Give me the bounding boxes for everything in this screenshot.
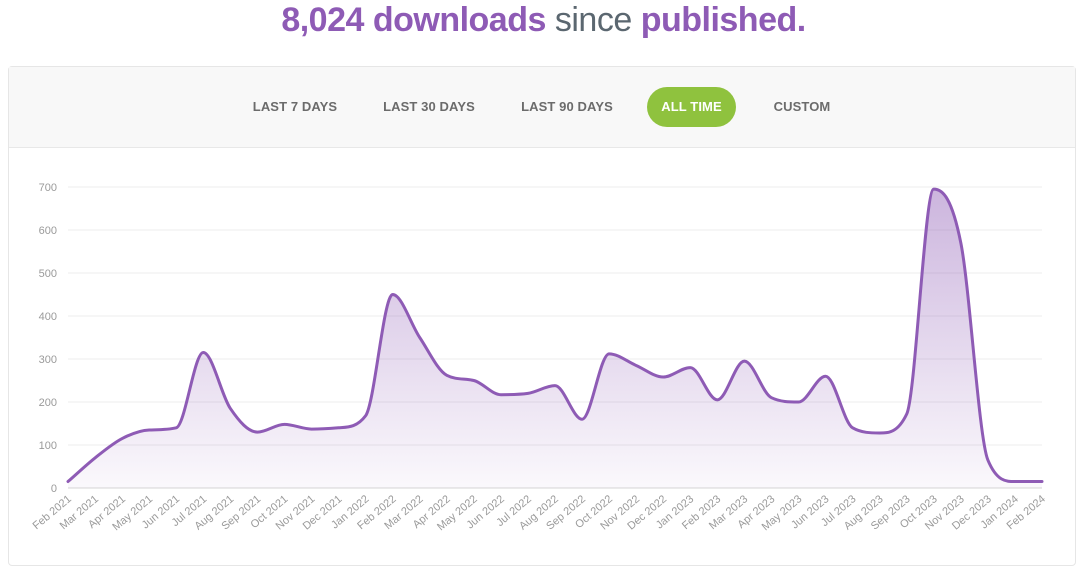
y-tick-label: 500 [39,268,57,280]
headline-since: since [554,1,632,39]
downloads-count: 8,024 downloads [281,1,546,39]
headline-published: published. [640,1,807,39]
range-custom-button[interactable]: CUSTOM [773,99,831,114]
downloads-line [66,187,1044,484]
y-tick-label: 100 [39,440,57,452]
range-all-time-button[interactable]: ALL TIME [647,87,736,127]
range-last-7-days-button[interactable]: LAST 7 DAYS [252,99,338,114]
range-last-90-days-button[interactable]: LAST 90 DAYS [521,99,613,114]
y-tick-label: 200 [39,397,57,409]
y-tick-label: 0 [51,483,57,495]
downloads-area [68,189,1042,488]
downloads-headline: 8,024 downloads since published. [0,0,1087,44]
date-range-selector: LAST 7 DAYS LAST 30 DAYS LAST 90 DAYS AL… [9,67,1075,148]
y-tick-label: 600 [39,225,57,237]
y-axis: 0 100 200 300 400 500 600 700 [39,182,57,495]
y-tick-label: 700 [39,182,57,194]
y-tick-label: 300 [39,354,57,366]
y-tick-label: 400 [39,311,57,323]
range-last-30-days-button[interactable]: LAST 30 DAYS [383,99,475,114]
